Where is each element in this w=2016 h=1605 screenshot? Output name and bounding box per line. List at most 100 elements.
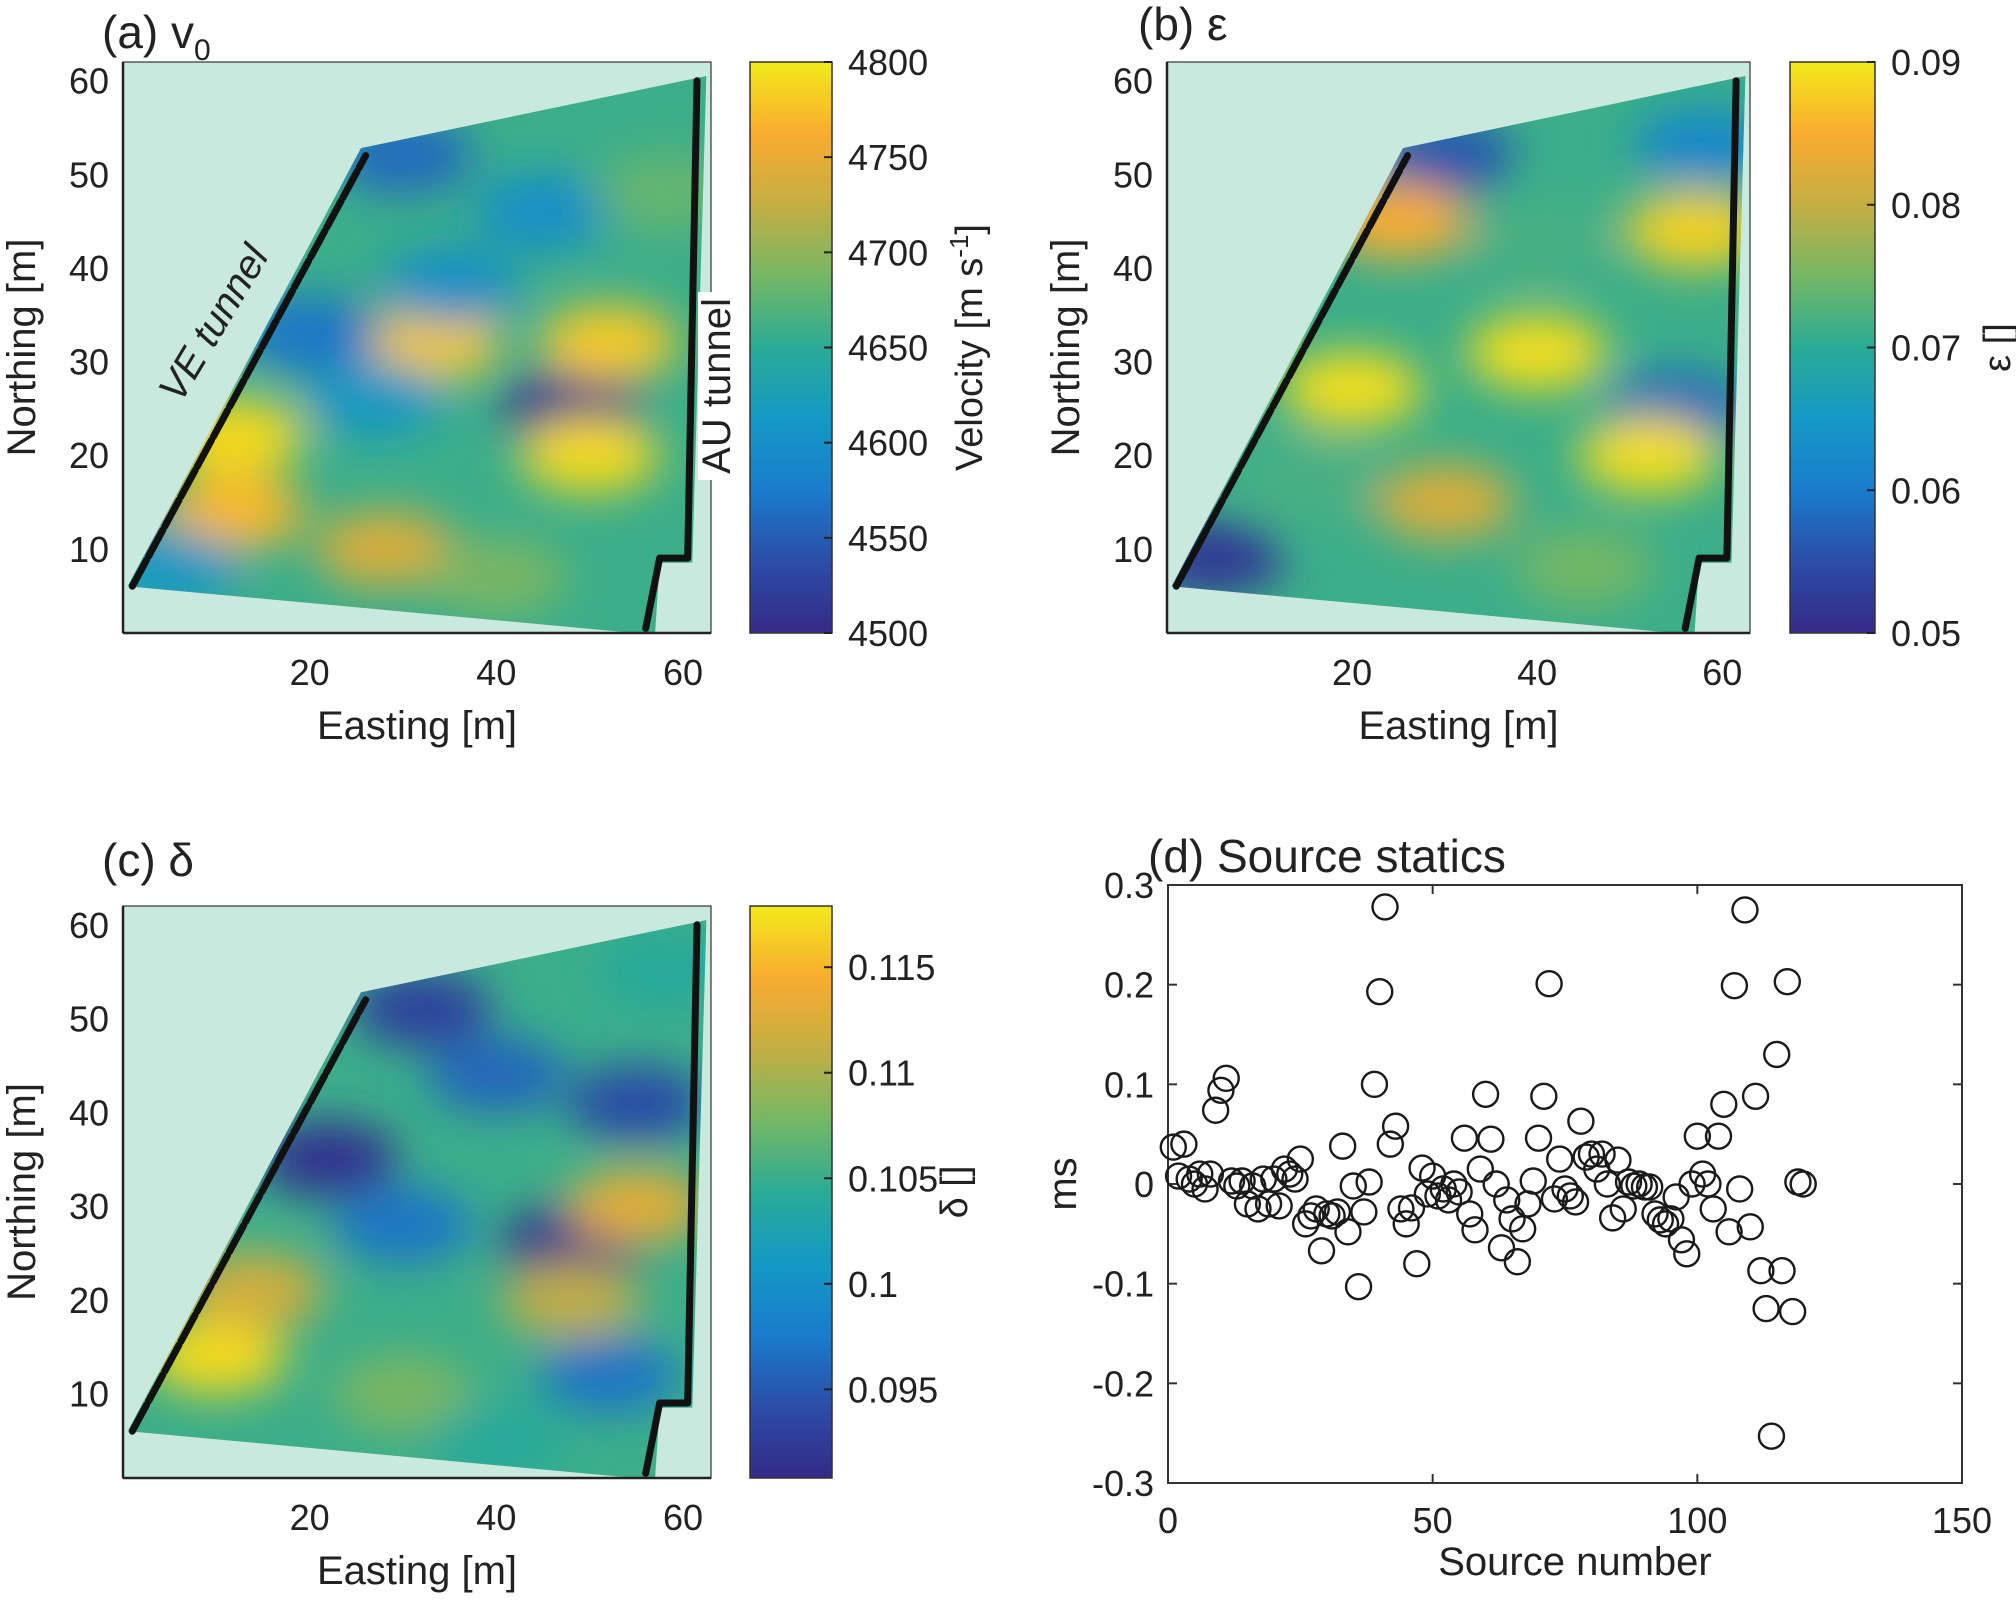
data-point <box>1704 1122 1733 1150</box>
field-anomaly <box>566 1064 707 1141</box>
data-point <box>1741 1082 1770 1110</box>
data-point <box>1561 1188 1590 1216</box>
panel-a-title: (a) v0 <box>102 6 211 67</box>
data-point <box>1265 1192 1293 1220</box>
data-point <box>1710 1090 1738 1118</box>
data-point <box>1260 1165 1288 1193</box>
field-anomaly <box>1578 417 1719 494</box>
field-anomaly <box>305 360 445 437</box>
y-tick-label: 50 <box>69 999 109 1040</box>
x-tick-label: 60 <box>663 652 703 693</box>
y-tick-label: 30 <box>1113 342 1153 383</box>
field-anomaly <box>351 971 492 1048</box>
data-point <box>1207 1076 1235 1105</box>
y-tick-label: 50 <box>69 154 109 195</box>
field-anomaly <box>1513 529 1654 606</box>
data-point <box>1498 1205 1526 1233</box>
data-point <box>1773 967 1802 996</box>
colorbar-tick-label: 4500 <box>848 613 928 654</box>
data-point <box>1196 1160 1225 1188</box>
data-point <box>1609 1195 1637 1223</box>
data-point <box>1508 1215 1537 1243</box>
x-axis-label: Source number <box>1438 1540 1711 1584</box>
data-point <box>1667 1226 1696 1254</box>
colorbar <box>749 905 833 1479</box>
data-point <box>1556 1182 1584 1210</box>
field-anomaly <box>426 1036 567 1113</box>
data-point <box>1768 1257 1796 1285</box>
x-tick-label: 60 <box>663 1497 703 1538</box>
data-point <box>1297 1202 1325 1230</box>
data-point <box>1270 1155 1299 1183</box>
data-point <box>1371 893 1399 921</box>
data-point <box>1350 1198 1378 1226</box>
au-tunnel-line <box>642 77 701 632</box>
x-axis-label: Easting [m] <box>1358 704 1558 748</box>
x-tick-label: 20 <box>290 1497 330 1538</box>
y-axis-label: ms <box>1041 1157 1085 1210</box>
field-anomaly <box>361 304 501 381</box>
x-tick-label: 40 <box>1517 652 1557 693</box>
y-tick-label: 60 <box>69 905 109 946</box>
y-tick-label: 40 <box>69 1092 109 1133</box>
field-anomaly <box>1633 108 1746 185</box>
data-point <box>1164 1162 1193 1190</box>
data-point <box>1286 1145 1315 1173</box>
data-point <box>1635 1173 1664 1201</box>
au-tunnel-line <box>642 921 701 1477</box>
colorbar-tick-label: 0.105 <box>848 1158 938 1199</box>
data-point <box>1159 1133 1187 1161</box>
colorbar-label: ε [] <box>1977 323 2016 372</box>
data-point <box>1170 1130 1198 1158</box>
data-point <box>1747 1257 1775 1285</box>
data-point <box>1466 1155 1495 1183</box>
colorbar-tick-label: 0.06 <box>1891 470 1961 511</box>
field-anomaly <box>473 173 613 250</box>
y-tick-label: 30 <box>69 342 109 383</box>
data-point <box>1381 1112 1410 1140</box>
colorbar-tick-label: 0.05 <box>1891 613 1961 654</box>
data-point <box>1191 1175 1219 1203</box>
field-anomaly <box>1374 463 1515 540</box>
panel-c-title: (c) δ <box>102 834 194 886</box>
data-point <box>1546 1145 1574 1173</box>
data-point <box>1646 1206 1674 1234</box>
data-point <box>1318 1202 1346 1230</box>
data-point <box>1392 1210 1420 1238</box>
field-anomaly <box>314 510 455 587</box>
x-tick-label: 150 <box>1932 1500 1992 1541</box>
data-point <box>1397 1194 1426 1222</box>
data-point <box>1763 1040 1791 1069</box>
y-tick-label: 50 <box>1113 154 1153 195</box>
y-tick-label: 60 <box>69 61 109 102</box>
y-tick-label: 40 <box>1113 248 1153 289</box>
x-tick-label: 40 <box>476 652 516 693</box>
data-point <box>1201 1096 1230 1124</box>
field-anomaly <box>538 1336 679 1413</box>
data-point <box>1604 1146 1632 1174</box>
data-point <box>1752 1294 1780 1323</box>
colorbar-tick-label: 4650 <box>848 328 928 369</box>
data-point <box>1217 1167 1246 1195</box>
colorbar <box>1789 61 1876 634</box>
panel-d-source-statics: (d) Source statics 0 50 100 150 -0.3 -0.2 -0.1… <box>1041 830 1992 1584</box>
y-axis-label: Northing [m] <box>0 239 44 457</box>
data-point <box>1477 1125 1505 1153</box>
data-point <box>1588 1140 1616 1168</box>
y-tick-label: 10 <box>69 1374 109 1415</box>
y-tick-label: 10 <box>1113 529 1153 570</box>
data-point <box>1688 1160 1717 1188</box>
colorbar-tick-label: 4600 <box>848 423 928 464</box>
y-tick-label: 10 <box>69 529 109 570</box>
colorbar-tick-label: 0.07 <box>1891 328 1961 369</box>
colorbar-tick-label: 0.095 <box>848 1369 938 1410</box>
data-point <box>1598 1204 1627 1232</box>
colorbar-tick-label: 4750 <box>848 137 928 178</box>
data-point <box>1403 1250 1431 1278</box>
data-point <box>1487 1234 1516 1262</box>
field-anomaly <box>165 473 305 550</box>
field-anomaly <box>379 248 520 325</box>
y-tick-label: 0.2 <box>1104 965 1154 1006</box>
x-tick-label: 20 <box>1332 652 1372 693</box>
y-tick-label: 60 <box>1113 61 1153 102</box>
